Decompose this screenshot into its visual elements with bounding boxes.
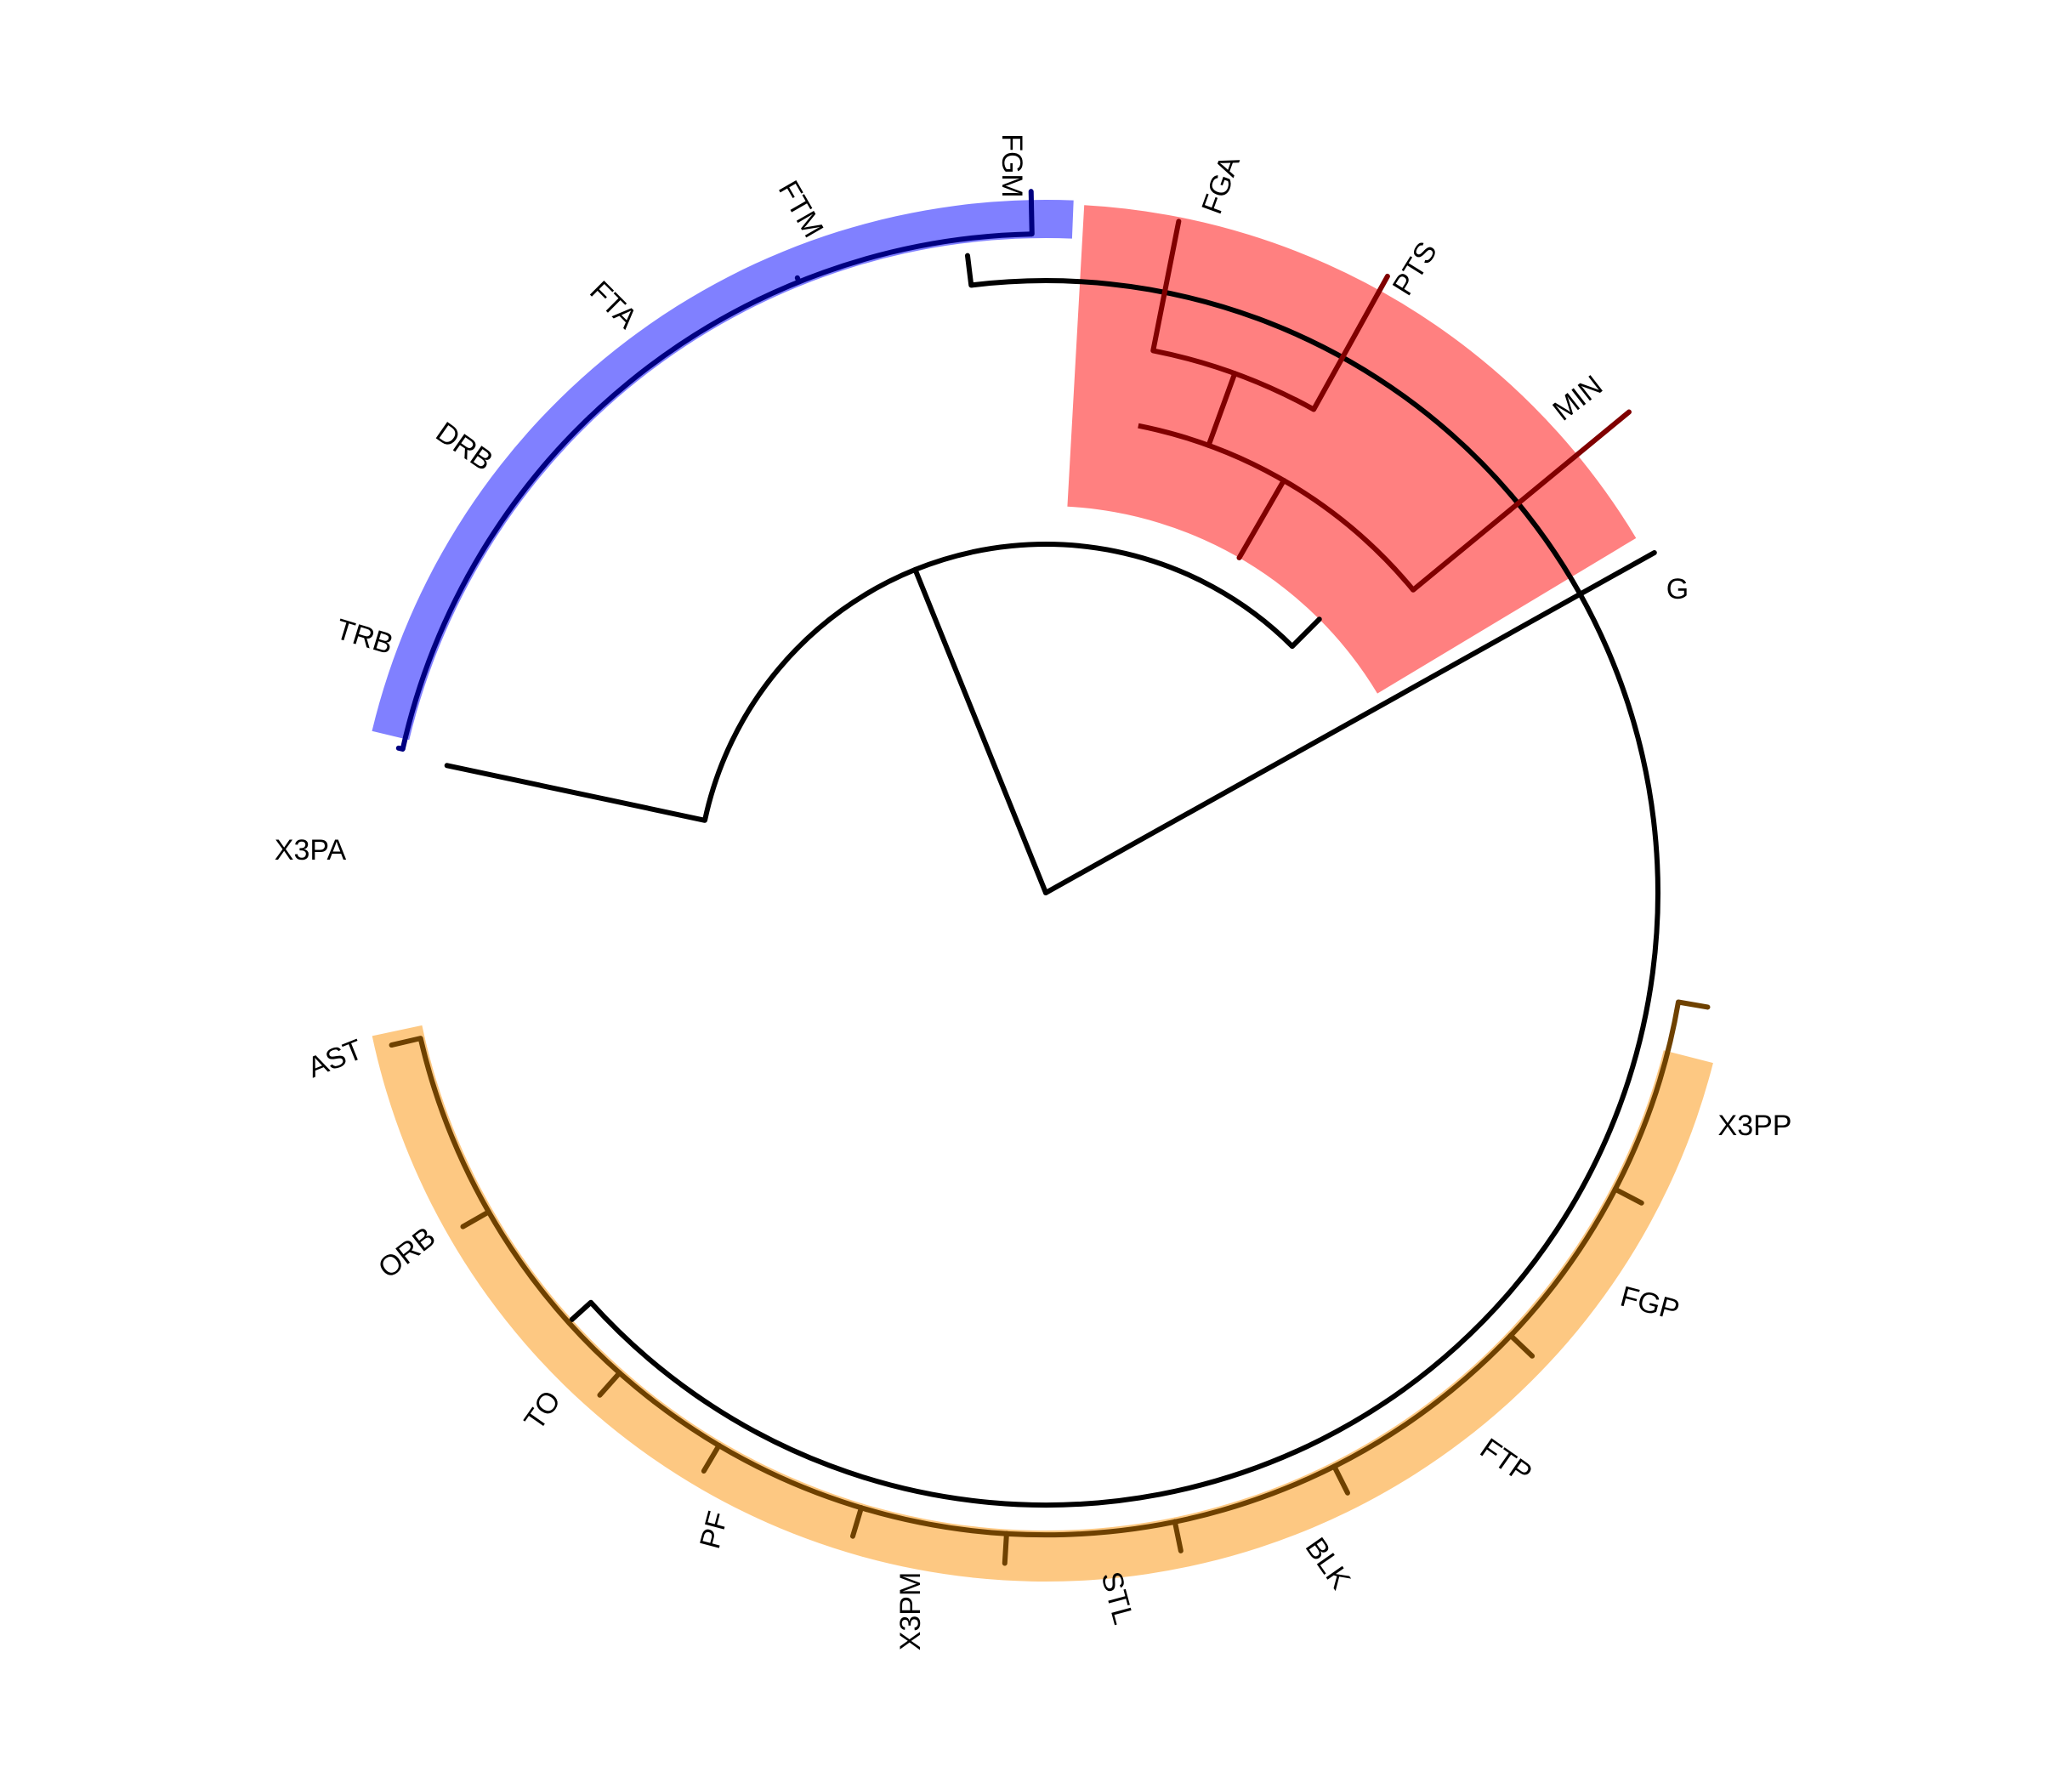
edge-leaf-x3pm [1002, 1531, 1009, 1566]
arc-orange [417, 1001, 1681, 1538]
cluster-band-blue [372, 200, 1074, 741]
arc-red-inner [1138, 423, 1416, 592]
leaf-label-to: TO [518, 1385, 567, 1436]
leaf-label-drb: DRB [430, 416, 499, 477]
edge-red-stem [1236, 478, 1286, 560]
edge-root-inner [912, 566, 1048, 895]
leaf-label-ftm: FTM [772, 175, 830, 243]
leaf-label-stl: STL [1095, 1568, 1140, 1627]
dendrogram-edges [389, 189, 1711, 1566]
edge-leaf-ast [460, 1209, 491, 1230]
leaf-label-pts: PTS [1387, 236, 1444, 301]
leaf-label-fgm: FGM [996, 133, 1028, 198]
leaf-label-orb: ORB [372, 1221, 441, 1285]
edge-to-blue [964, 253, 974, 288]
edge-leaf-blk [1331, 1463, 1350, 1496]
leaf-label-trb: TRB [332, 613, 397, 661]
edge-leaf-fgp [1612, 1186, 1644, 1206]
edge-leaf-ftm [794, 275, 802, 285]
leaf-label-pf: PF [694, 1508, 735, 1553]
edge-to-outer [444, 763, 707, 823]
edge-leaf-to [701, 1442, 722, 1474]
edge-leaf-fga [1150, 219, 1182, 354]
leaf-label-x3pa: X3PA [275, 834, 347, 866]
edge-red-mid [1206, 371, 1238, 448]
cluster-band-red [1067, 205, 1637, 694]
edge-to-orange [569, 1299, 593, 1322]
edge-leaf-orb [597, 1370, 622, 1398]
cluster-band-orange [372, 1025, 1713, 1582]
leaf-labels: FGM FTM FTA DRB TRB X3PA AST ORB TO PF X3PM STL BLK F… [275, 133, 1792, 1650]
edge-leaf-pts [1311, 273, 1390, 412]
edge-leaf-trb [395, 745, 406, 752]
leaf-label-fta: FTA [583, 275, 644, 335]
arc-inner-top [914, 542, 1295, 649]
edge-leaf-min [1411, 409, 1632, 593]
arc-outer-left [588, 278, 1660, 1508]
leaf-label-x3pm: X3PM [894, 1572, 927, 1651]
edge-to-red [1289, 616, 1322, 650]
edge-leaf-pf [849, 1505, 865, 1539]
leaf-label-blk: BLK [1299, 1532, 1357, 1596]
leaf-label-min: MIN [1547, 369, 1609, 427]
leaf-label-ast: AST [303, 1033, 367, 1084]
edge-leaf-stl [1172, 1519, 1184, 1553]
leaf-label-ftp: FTP [1474, 1432, 1537, 1490]
edge-leaf-x3pa [389, 1036, 423, 1048]
leaf-label-x3pp: X3PP [1718, 1110, 1792, 1142]
leaf-label-g: G [1666, 573, 1689, 605]
edge-leaf-ftp [1507, 1332, 1536, 1359]
edge-leaf-fgm [1028, 189, 1035, 237]
leaf-label-fga: FGA [1195, 151, 1246, 219]
edge-leaf-x3pp [1675, 999, 1711, 1010]
arc-inner-left [702, 567, 917, 821]
arc-blue [400, 231, 1032, 750]
leaf-label-fgp: FGP [1617, 1281, 1683, 1327]
edge-root-g [1043, 549, 1657, 895]
